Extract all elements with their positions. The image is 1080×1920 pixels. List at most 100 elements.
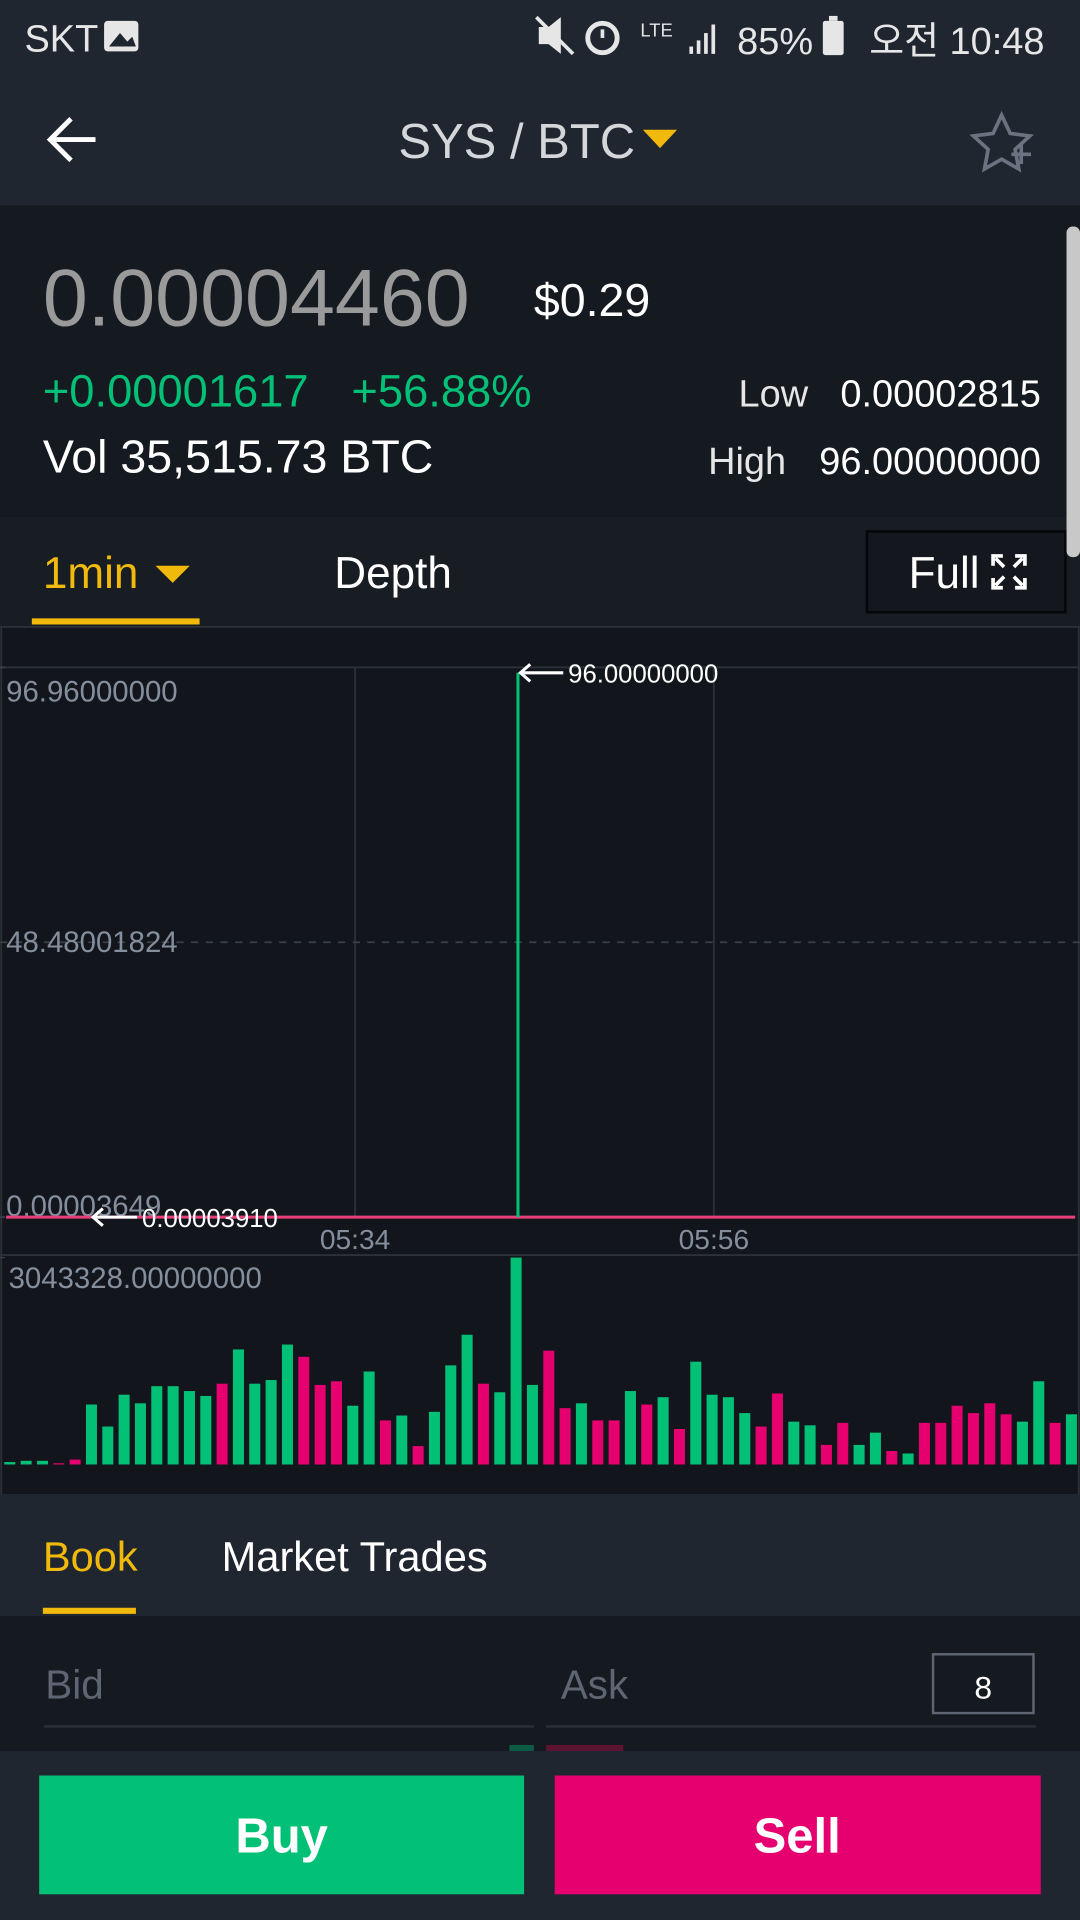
ask-header: Ask [561, 1661, 629, 1707]
volume-bar [788, 1421, 800, 1465]
volume-bar [641, 1404, 653, 1465]
volume-bar [20, 1460, 32, 1465]
volume-bar [624, 1391, 636, 1465]
volume-bar [592, 1420, 604, 1465]
high-marker-head [518, 663, 532, 683]
volume-bar [53, 1463, 65, 1465]
pair-title[interactable]: SYS / BTC [398, 115, 635, 169]
volume-bar [151, 1386, 163, 1465]
signal-icon [689, 24, 716, 54]
volume-max-label: 3043328.00000000 [9, 1262, 262, 1295]
battery-icon [822, 15, 844, 56]
volume-bar [690, 1361, 702, 1465]
high-marker-label: 96.00000000 [568, 661, 718, 689]
volume-bar [673, 1428, 685, 1465]
alarm-icon [585, 20, 620, 56]
volume-bar [837, 1422, 849, 1465]
full-screen-label[interactable]: Full [909, 549, 980, 598]
tab-indicator [31, 618, 200, 625]
volume-bar [445, 1365, 457, 1465]
volume-bar [869, 1432, 881, 1465]
volume-bar [379, 1420, 391, 1465]
volume-bar [102, 1426, 114, 1465]
volume-bar [706, 1394, 718, 1465]
favorite-button[interactable] [969, 110, 1034, 173]
volume-bar [918, 1422, 930, 1465]
volume-bar [461, 1334, 473, 1465]
interval-tab[interactable]: 1min [43, 549, 139, 598]
volume-bar [363, 1371, 375, 1465]
buy-button[interactable] [39, 1775, 525, 1895]
volume-bar [1000, 1414, 1012, 1465]
expand-icon [991, 554, 1027, 590]
last-marker-label: 0.00003910 [142, 1205, 278, 1233]
volume-bar [330, 1381, 342, 1465]
clock: 오전 10:48 [869, 21, 1044, 63]
depth-selector-value[interactable]: 8 [974, 1669, 992, 1705]
volume-24h: Vol 35,515.73 BTC [43, 431, 433, 483]
volume-bar [85, 1404, 97, 1465]
book-bg [0, 1616, 1080, 1752]
volume-bar [396, 1415, 408, 1465]
volume-chart: 3043328.00000000 [0, 1256, 1077, 1465]
high-value: 96.00000000 [819, 441, 1041, 483]
volume-bar [951, 1405, 963, 1465]
volume-bar [755, 1426, 767, 1465]
battery-percent: 85% [737, 21, 813, 63]
volume-bar [543, 1350, 555, 1465]
book-tab[interactable]: Book [43, 1533, 138, 1580]
y-tick-label: 48.48001824 [6, 926, 178, 959]
ask-depth-bar [546, 1744, 624, 1752]
volume-bar [4, 1462, 16, 1465]
back-button[interactable] [46, 117, 96, 163]
volume-bar [1033, 1381, 1045, 1465]
volume-bar [265, 1380, 277, 1465]
depth-tab[interactable]: Depth [334, 549, 452, 598]
volume-bar [935, 1422, 947, 1465]
full-screen-button[interactable] [865, 530, 1067, 614]
scrollbar [1066, 226, 1080, 558]
book-tab-indicator [42, 1607, 136, 1614]
volume-bar [559, 1408, 571, 1465]
bid-depth-bar [509, 1744, 534, 1752]
volume-bar [902, 1453, 914, 1465]
volume-bar [853, 1444, 865, 1465]
buy-label[interactable]: Buy [235, 1810, 328, 1864]
volume-bar [183, 1391, 195, 1465]
volume-bar [494, 1392, 506, 1465]
volume-bar [118, 1394, 130, 1465]
depth-selector[interactable] [931, 1653, 1035, 1715]
volume-bar [804, 1425, 816, 1465]
volume-bar [232, 1349, 244, 1465]
volume-bar [216, 1383, 228, 1465]
high-label: High [708, 441, 786, 483]
sell-button[interactable] [554, 1775, 1041, 1895]
volume-bar [771, 1393, 783, 1465]
volume-bar [428, 1411, 440, 1465]
sell-label[interactable]: Sell [754, 1810, 841, 1864]
volume-bar [967, 1413, 979, 1465]
volume-bar [1065, 1414, 1077, 1465]
interval-dropdown-icon[interactable] [155, 565, 190, 583]
volume-bar [134, 1403, 146, 1465]
market-trades-tab[interactable]: Market Trades [222, 1533, 488, 1580]
x-tick-label: 05:34 [320, 1224, 390, 1255]
volume-bar [886, 1451, 898, 1465]
usd-price: $0.29 [534, 274, 650, 326]
ticker-bg [0, 205, 1080, 517]
chart-frame [0, 626, 1080, 1494]
pair-dropdown-icon[interactable] [642, 129, 678, 149]
volume-bar [984, 1403, 996, 1465]
volume-bar [477, 1383, 489, 1465]
volume-bar [657, 1397, 669, 1465]
price-change: +0.00001617 [43, 366, 309, 417]
volume-bar [1049, 1422, 1061, 1465]
chart-bg [0, 626, 1080, 1494]
volume-bar [412, 1446, 424, 1465]
last-marker-head [90, 1207, 104, 1227]
network-type: LTE [640, 20, 672, 41]
low-label: Low [739, 374, 809, 416]
volume-bar [298, 1356, 310, 1465]
